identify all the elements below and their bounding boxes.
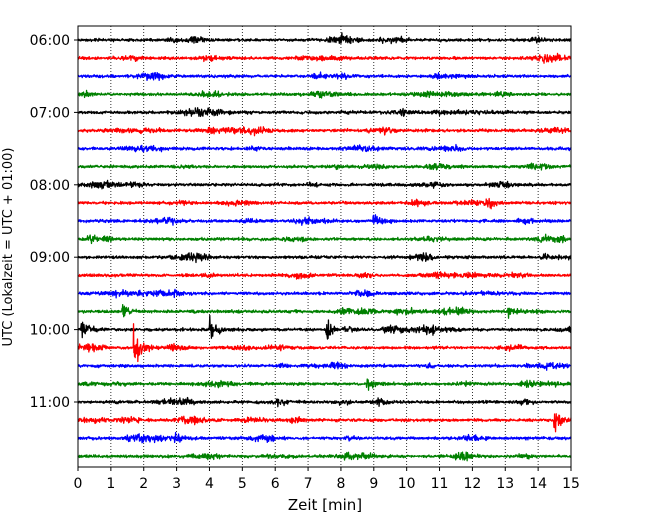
seismogram-trace-0815 [77, 197, 572, 210]
x-tick-label: 0 [74, 476, 83, 492]
plot-frame [77, 25, 572, 468]
seismogram-trace-0945 [77, 303, 572, 319]
x-tick-label: 1 [106, 476, 115, 492]
x-tick-label: 6 [271, 476, 280, 492]
seismogram-trace-0845 [77, 233, 572, 245]
seismogram-trace-0615 [77, 52, 572, 64]
x-tick-label: 5 [238, 476, 247, 492]
seismogram-trace-0745 [77, 162, 572, 171]
seismogram-trace-1045 [77, 378, 572, 391]
x-tick-label: 3 [172, 476, 181, 492]
y-tick-label: 07:00 [30, 105, 70, 121]
x-tick-label: 4 [205, 476, 214, 492]
seismogram-trace-1130 [77, 431, 572, 444]
seismogram-trace-0700 [77, 107, 572, 118]
seismogram-trace-1115 [77, 413, 572, 433]
seismogram-trace-1030 [77, 361, 572, 371]
seismogram-trace-1100 [77, 396, 572, 408]
x-tick-label: 13 [496, 476, 514, 492]
y-tick-label: 09:00 [30, 250, 70, 266]
x-axis-title: Zeit [min] [288, 496, 362, 514]
seismogram-trace-1015 [77, 323, 572, 363]
x-axis: 0 1 2 3 4 5 6 7 8 9 10 11 12 13 14 15 [74, 467, 580, 492]
seismogram-trace-0645 [77, 89, 572, 99]
y-tick-label: 08:00 [30, 178, 70, 194]
y-axis: 06:00 07:00 08:00 09:00 10:00 11:00 [30, 33, 78, 411]
y-tick-label: 10:00 [30, 323, 70, 339]
seismogram-trace-1000 [77, 314, 572, 340]
seismogram-trace-0600 [77, 32, 572, 45]
x-tick-label: 7 [304, 476, 313, 492]
seismogram-trace-0915 [77, 271, 572, 280]
x-tick-label: 8 [336, 476, 345, 492]
x-tick-label: 2 [139, 476, 148, 492]
x-tick-label: 11 [431, 476, 449, 492]
x-tick-label: 9 [369, 476, 378, 492]
seismogram-trace-0930 [77, 288, 572, 299]
y-tick-label: 11:00 [30, 395, 70, 411]
y-axis-title: UTC (Lokalzeit = UTC + 01:00) [1, 148, 16, 347]
x-tick-label: 12 [463, 476, 481, 492]
seismogram-trace-0630 [77, 71, 572, 81]
seismogram-trace-0800 [77, 179, 572, 190]
seismogram-trace-0715 [77, 126, 572, 137]
seismogram-trace-0830 [77, 214, 572, 226]
y-tick-label: 06:00 [30, 33, 70, 49]
seismogram-trace-0730 [77, 143, 572, 153]
x-tick-label: 10 [398, 476, 416, 492]
x-tick-label: 15 [562, 476, 580, 492]
seismogram-trace-1145 [77, 451, 572, 462]
trace-layer [77, 32, 572, 462]
x-tick-label: 14 [529, 476, 547, 492]
seismogram-trace-0900 [77, 252, 572, 264]
